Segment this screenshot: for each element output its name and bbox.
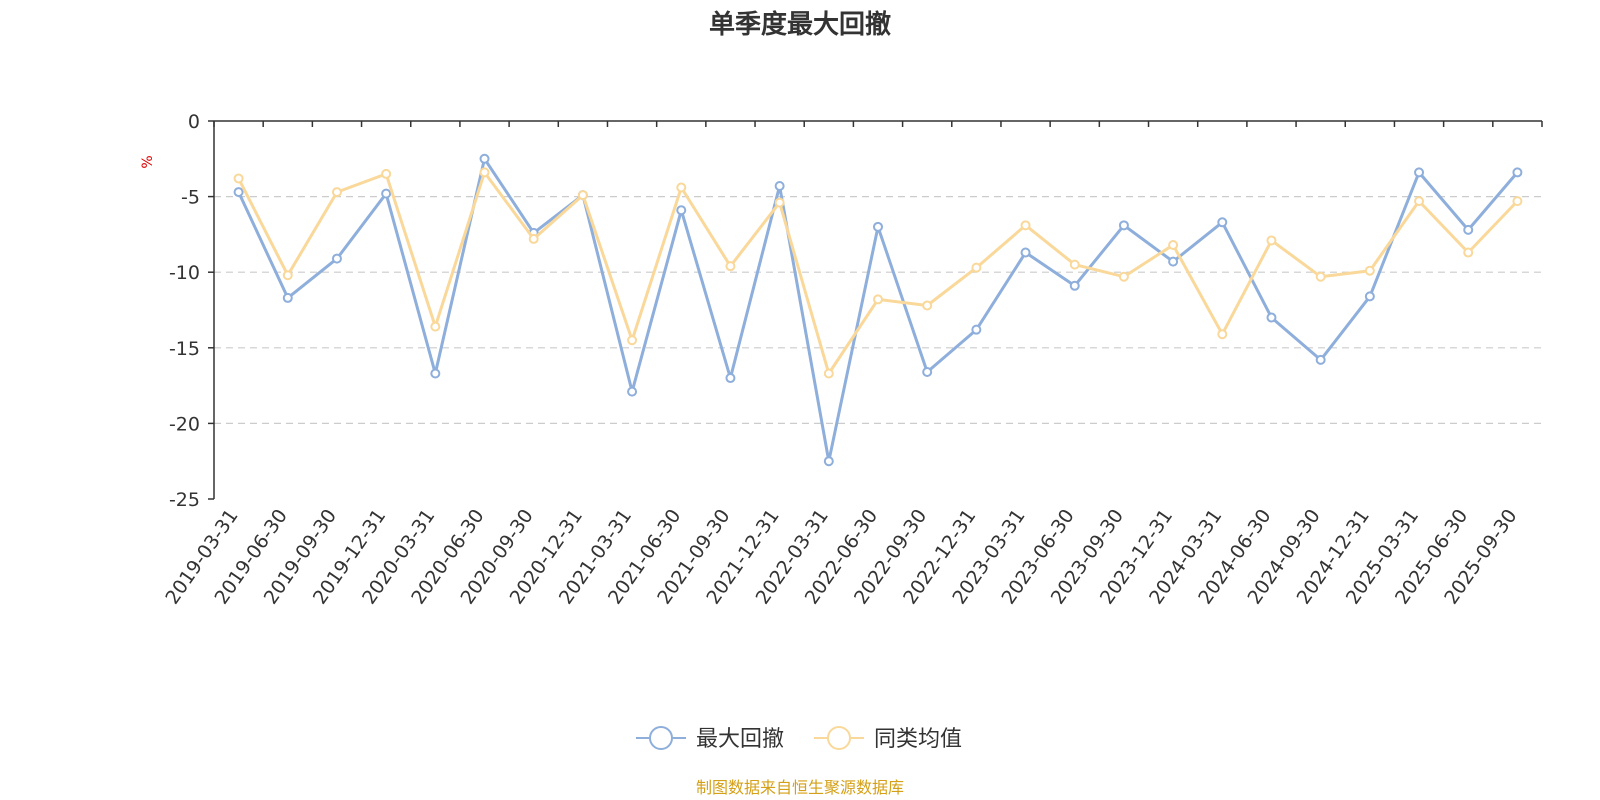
legend-label: 同类均值 xyxy=(874,727,962,752)
y-tick-label: -5 xyxy=(181,187,200,209)
chart-title: 单季度最大回撤 xyxy=(709,9,891,40)
x-tick-labels: 2019-03-312019-06-302019-09-302019-12-31… xyxy=(161,505,1521,608)
data-point xyxy=(1364,265,1375,276)
data-point xyxy=(233,173,244,184)
data-point xyxy=(922,300,933,311)
series-line-2 xyxy=(237,170,1519,375)
data-point xyxy=(725,261,736,272)
data-point xyxy=(1069,259,1080,270)
data-point xyxy=(577,190,588,201)
data-point xyxy=(331,187,342,198)
data-point xyxy=(381,168,392,179)
data-point xyxy=(676,182,687,193)
y-tick-label: -20 xyxy=(169,413,200,435)
data-point xyxy=(430,368,441,379)
data-point xyxy=(627,335,638,346)
data-point xyxy=(1512,167,1523,178)
data-point xyxy=(1463,247,1474,258)
y-tick-labels: 0 -5 -10 -15 -20 -25 xyxy=(169,111,200,511)
data-point xyxy=(1217,329,1228,340)
data-point xyxy=(1217,217,1228,228)
data-point xyxy=(922,366,933,377)
data-point xyxy=(1364,291,1375,302)
data-point xyxy=(971,262,982,273)
legend-item-2[interactable]: 同类均值 xyxy=(814,726,962,752)
y-tick-label: -15 xyxy=(169,338,200,360)
data-point xyxy=(873,294,883,305)
data-point xyxy=(381,188,392,199)
y-tick-label: 0 xyxy=(188,111,200,133)
data-point xyxy=(1414,196,1425,207)
series-lines xyxy=(233,153,1523,467)
data-point xyxy=(1168,256,1179,267)
y-axis-unit: % xyxy=(140,155,156,168)
data-point xyxy=(823,456,834,467)
data-point xyxy=(1020,220,1031,231)
data-point xyxy=(1118,271,1129,282)
data-point xyxy=(873,221,883,232)
data-point xyxy=(282,292,293,303)
legend-label: 最大回撤 xyxy=(696,727,784,752)
legend-item-1[interactable]: 最大回撤 xyxy=(636,726,784,752)
data-point xyxy=(479,167,490,178)
data-point xyxy=(1020,247,1031,258)
data-point xyxy=(725,373,736,384)
data-point xyxy=(1069,280,1080,291)
data-point xyxy=(331,253,342,264)
data-point xyxy=(676,205,687,216)
data-point xyxy=(479,153,490,164)
data-point xyxy=(1512,196,1523,207)
data-point xyxy=(233,187,244,198)
data-point xyxy=(774,181,785,192)
axes xyxy=(208,120,1543,500)
data-point xyxy=(1266,312,1277,323)
y-tick-label: -10 xyxy=(169,262,200,284)
data-point xyxy=(1414,167,1425,178)
data-point xyxy=(1463,224,1474,235)
data-point xyxy=(528,233,539,244)
source-note: 制图数据来自恒生聚源数据库 xyxy=(696,778,904,797)
data-point xyxy=(774,197,785,208)
legend[interactable]: 最大回撤 同类均值 xyxy=(636,726,962,752)
data-point xyxy=(1315,354,1326,365)
data-point xyxy=(1168,239,1179,250)
y-tick-label: -25 xyxy=(169,489,200,511)
legend-marker xyxy=(649,726,673,750)
data-point xyxy=(1118,220,1129,231)
data-point xyxy=(282,270,293,281)
data-point xyxy=(627,386,638,397)
legend-marker xyxy=(827,726,851,750)
data-point xyxy=(823,368,834,379)
data-point xyxy=(430,321,441,332)
data-point xyxy=(971,324,982,335)
data-point xyxy=(1266,235,1277,246)
data-point xyxy=(1315,271,1326,282)
